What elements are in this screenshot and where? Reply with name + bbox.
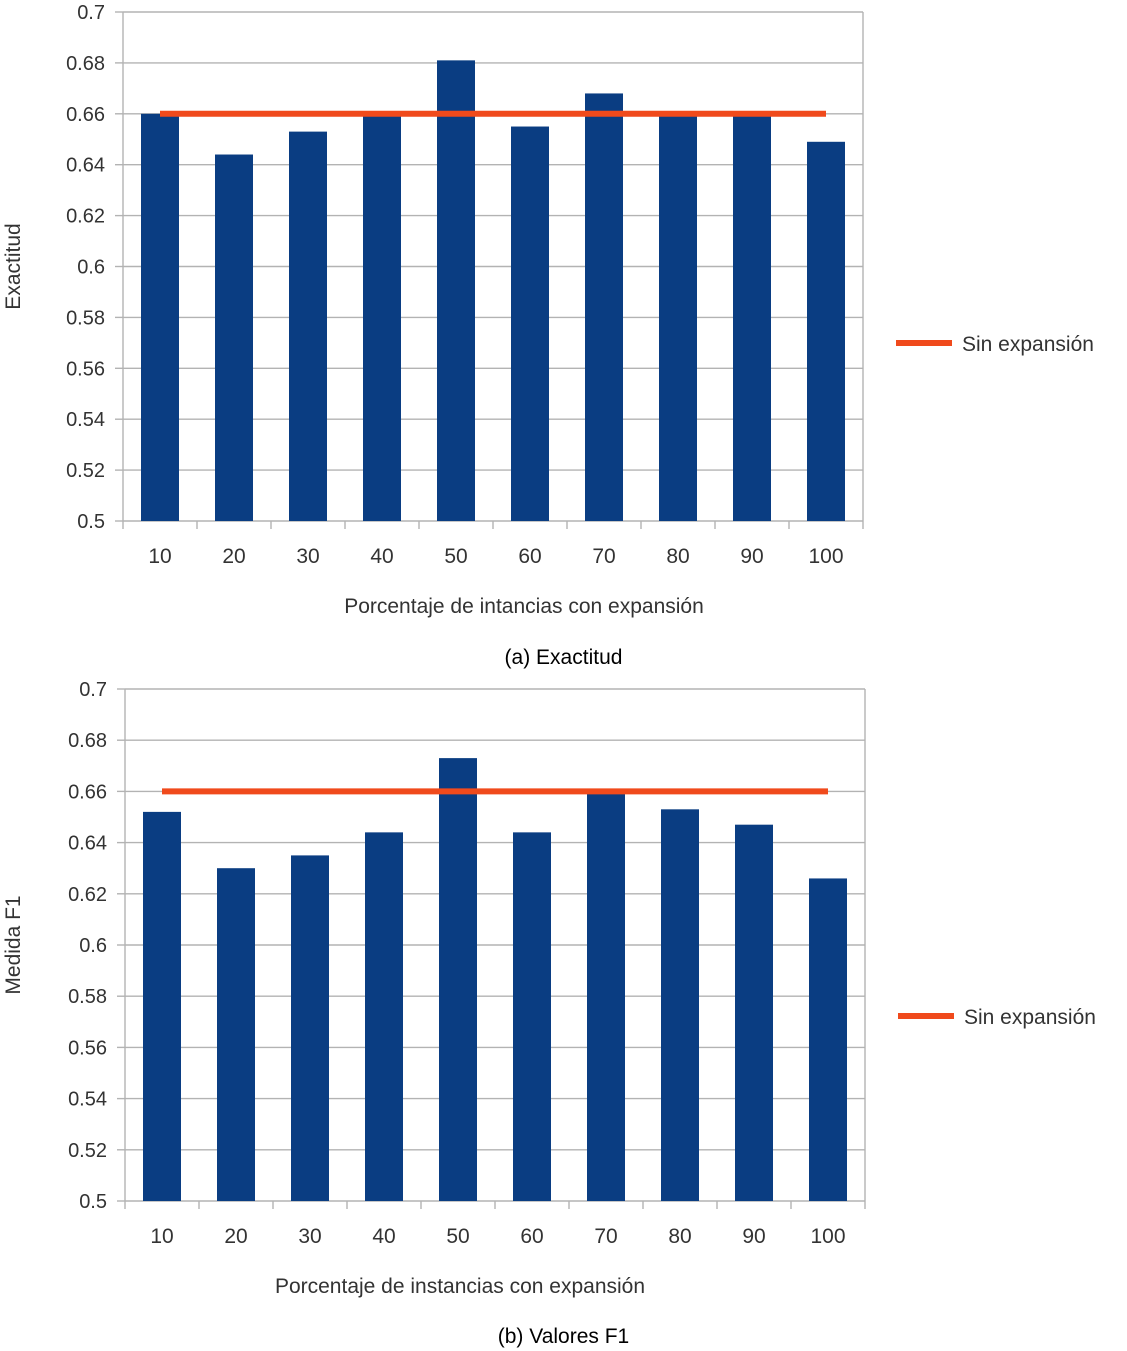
bar-70 [585,93,623,521]
y-tick-label: 0.54 [66,409,105,431]
y-tick-label: 0.54 [68,1089,107,1111]
x-tick-label: 50 [446,1225,469,1248]
y-tick-label: 0.68 [68,730,107,752]
x-tick-label: 100 [810,1225,845,1248]
y-tick-label: 0.52 [66,460,105,482]
bar-100 [809,878,847,1201]
x-tick-label: 80 [666,545,689,568]
x-tick-label: 50 [444,545,467,568]
y-tick-label: 0.6 [77,257,105,279]
x-tick-label: 90 [742,1225,765,1248]
y-tick-label: 0.7 [79,680,107,701]
y-tick-label: 0.66 [66,104,105,126]
x-tick-label: 10 [150,1225,173,1248]
y-tick-label: 0.5 [79,1191,107,1213]
x-tick-label: 30 [298,1225,321,1248]
y-tick-label: 0.58 [68,986,107,1008]
y-tick-label: 0.56 [68,1037,107,1059]
bar-10 [141,113,179,522]
x-tick-label: 40 [370,545,393,568]
y-tick-label: 0.62 [68,884,107,906]
bar-60 [511,126,549,522]
x-tick-label: 70 [592,545,615,568]
x-tick-label: 90 [740,545,763,568]
x-tick-label: 10 [148,545,171,568]
y-axis-label: Medida F1 [2,895,25,994]
x-tick-label: 70 [594,1225,617,1248]
x-tick-label: 40 [372,1225,395,1248]
bar-30 [289,131,327,522]
caption-exactitud: (a) Exactitud [504,646,623,669]
legend-label: Sin expansión [964,1006,1096,1029]
y-tick-label: 0.64 [68,833,107,855]
x-tick-label: 20 [224,1225,247,1248]
y-tick-label: 0.66 [68,781,107,803]
x-axis-label: Porcentaje de instancias con expansión [275,1275,645,1298]
y-tick-label: 0.68 [66,53,105,75]
bar-50 [437,60,475,521]
y-tick-label: 0.64 [66,155,105,177]
y-tick-label: 0.7 [77,2,105,24]
bar-80 [661,809,699,1201]
bar-90 [735,824,773,1201]
y-tick-label: 0.62 [66,206,105,228]
bar-80 [659,113,697,522]
x-tick-label: 60 [518,545,541,568]
bar-100 [807,141,845,522]
bar-20 [215,154,253,521]
y-axis-label: Exactitud [2,223,25,309]
chart-f1: 0.5 0.52 0.54 0.56 0.58 0.6 0.62 0.64 0.66 0.68 0.… [2,680,1096,1298]
bar-40 [363,113,401,522]
bar-60 [513,832,551,1201]
chart-exactitud: 0.5 0.52 0.54 0.56 0.58 0.6 0.62 0.64 0.66 0.68 0.… [2,2,1094,618]
x-axis-label: Porcentaje de intancias con expansión [344,595,704,618]
x-tick-label: 100 [808,545,843,568]
caption-f1: (b) Valores F1 [497,1325,630,1348]
x-tick-label: 30 [296,545,319,568]
y-tick-label: 0.52 [68,1140,107,1162]
figure-exactitud: 0.5 0.52 0.54 0.56 0.58 0.6 0.62 0.64 0.66 0.68 0.… [2,2,1094,669]
bar-20 [217,868,255,1201]
bar-30 [291,855,329,1201]
legend-label: Sin expansión [962,333,1094,356]
x-tick-label: 60 [520,1225,543,1248]
bar-70 [587,791,625,1201]
figure-f1: 0.5 0.52 0.54 0.56 0.58 0.6 0.62 0.64 0.66 0.68 0.… [0,680,1127,1351]
bar-10 [143,811,181,1201]
bar-90 [733,113,771,522]
y-tick-label: 0.6 [79,935,107,957]
y-tick-label: 0.56 [66,358,105,380]
x-tick-label: 80 [668,1225,691,1248]
bar-40 [365,832,403,1201]
bar-50 [439,758,477,1201]
y-tick-label: 0.58 [66,307,105,329]
x-tick-label: 20 [222,545,245,568]
y-tick-label: 0.5 [77,511,105,533]
